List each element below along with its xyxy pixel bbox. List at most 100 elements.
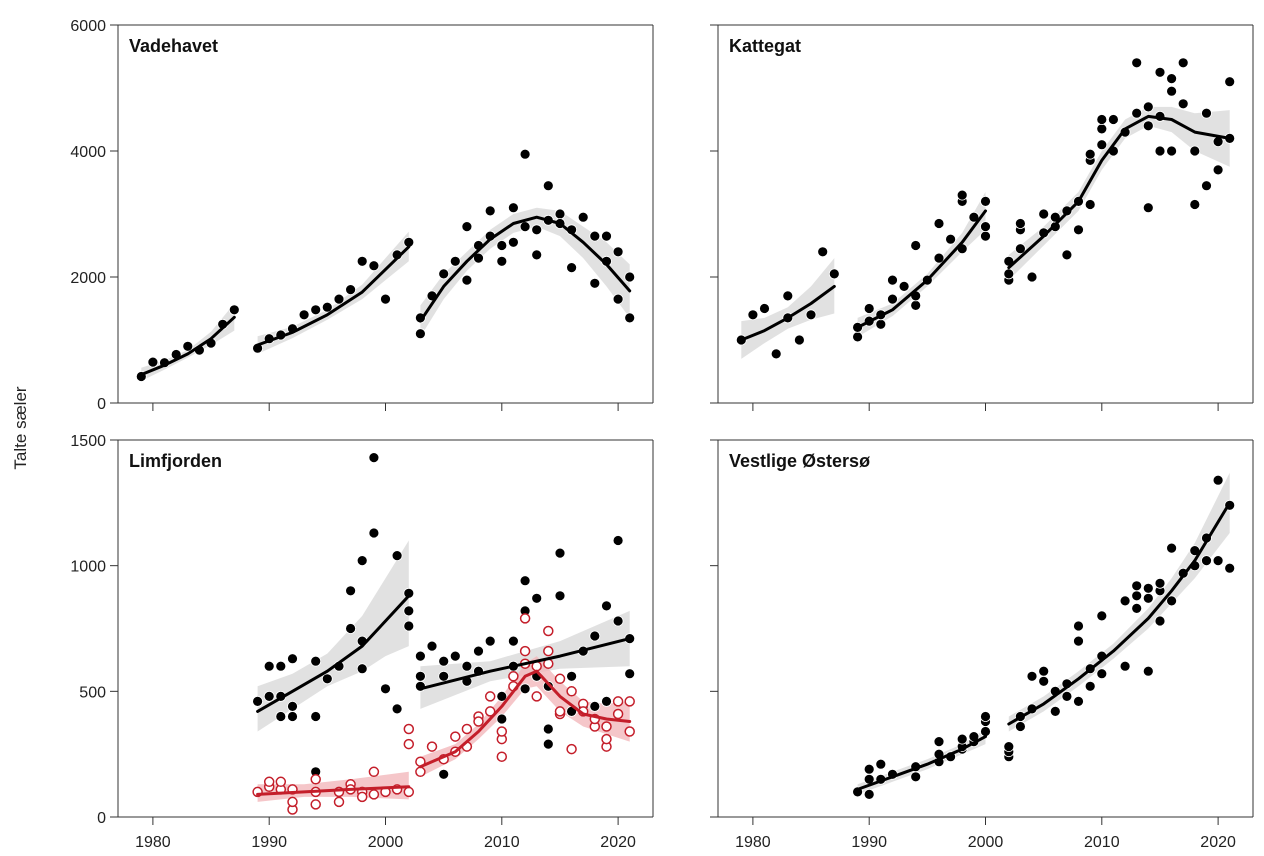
data-point bbox=[1201, 555, 1212, 566]
data-point bbox=[1026, 271, 1038, 283]
data-point bbox=[1084, 148, 1096, 160]
data-point bbox=[1142, 582, 1154, 594]
data-point bbox=[531, 592, 543, 604]
data-point bbox=[1154, 145, 1166, 157]
data-point bbox=[577, 211, 589, 223]
x-tick-label: 1980 bbox=[735, 834, 771, 851]
data-point bbox=[1061, 691, 1073, 702]
y-axis-label: Talte sæler bbox=[11, 386, 30, 469]
data-point bbox=[1166, 145, 1177, 157]
data-point bbox=[1073, 224, 1084, 236]
trend-line bbox=[256, 594, 411, 713]
data-point bbox=[508, 202, 519, 214]
data-point bbox=[287, 653, 298, 665]
data-point bbox=[461, 660, 473, 672]
data-point-open bbox=[426, 741, 438, 752]
data-point bbox=[438, 768, 450, 780]
panel-kattegat: Kattegat bbox=[710, 24, 1254, 411]
data-point bbox=[263, 660, 275, 672]
data-point bbox=[438, 670, 450, 682]
trend-line bbox=[856, 735, 987, 791]
data-point bbox=[980, 195, 991, 207]
x-tick-label: 2020 bbox=[600, 834, 636, 851]
data-point-open bbox=[415, 766, 426, 778]
data-point bbox=[887, 274, 898, 286]
data-point bbox=[345, 284, 357, 296]
data-point bbox=[287, 701, 298, 712]
data-point bbox=[496, 240, 508, 251]
data-point bbox=[956, 189, 968, 201]
data-point bbox=[1166, 542, 1177, 554]
data-point bbox=[1212, 474, 1224, 486]
y-tick-label: 6000 bbox=[70, 18, 106, 35]
trend-line bbox=[139, 315, 236, 377]
data-point bbox=[624, 312, 636, 324]
data-point bbox=[863, 789, 875, 800]
data-point-open bbox=[554, 706, 566, 717]
data-point-open bbox=[519, 645, 531, 657]
data-point bbox=[1212, 164, 1224, 176]
data-point bbox=[298, 309, 310, 321]
data-point bbox=[147, 356, 159, 368]
data-point bbox=[601, 230, 612, 242]
data-point bbox=[1096, 114, 1108, 125]
x-tick-label: 2010 bbox=[1084, 834, 1120, 851]
data-point bbox=[1038, 665, 1050, 677]
data-point bbox=[484, 635, 496, 647]
data-point-open bbox=[566, 743, 577, 755]
confidence-band bbox=[257, 540, 409, 732]
data-point bbox=[612, 615, 624, 627]
data-point bbox=[484, 205, 496, 217]
panel-limfjorden: 0 500 1000 1500 1980 1990 2000 2010 2020 Limfjord… bbox=[70, 433, 654, 851]
data-point bbox=[519, 148, 531, 160]
data-point bbox=[1142, 101, 1154, 113]
data-point bbox=[1084, 680, 1096, 692]
data-point bbox=[356, 663, 368, 675]
data-point bbox=[933, 252, 945, 264]
data-point bbox=[1049, 211, 1061, 223]
confidence-band bbox=[420, 207, 630, 337]
data-point bbox=[1189, 145, 1201, 157]
data-point bbox=[782, 290, 794, 302]
data-point bbox=[449, 650, 461, 662]
data-point bbox=[321, 301, 333, 313]
data-point bbox=[1096, 610, 1108, 622]
data-point bbox=[1015, 218, 1026, 229]
y-tick-label: 1000 bbox=[70, 559, 106, 576]
data-point bbox=[898, 280, 910, 292]
data-point-open bbox=[461, 723, 473, 735]
data-point bbox=[1131, 590, 1143, 602]
data-point-open bbox=[403, 786, 415, 798]
data-point bbox=[1108, 114, 1119, 125]
data-point bbox=[887, 293, 898, 305]
y-tick-label: 0 bbox=[97, 396, 106, 413]
data-point bbox=[1142, 592, 1154, 604]
data-point bbox=[403, 587, 415, 599]
data-point bbox=[852, 331, 863, 343]
data-point bbox=[1224, 562, 1236, 574]
data-point bbox=[1177, 57, 1189, 69]
data-point-open bbox=[450, 731, 461, 742]
data-point-open bbox=[543, 645, 554, 657]
data-point bbox=[759, 303, 770, 314]
y-tick-label: 1500 bbox=[70, 433, 106, 450]
data-point bbox=[1166, 595, 1177, 607]
data-point bbox=[1189, 199, 1201, 210]
data-point bbox=[287, 711, 298, 722]
data-point bbox=[1003, 741, 1015, 752]
data-point bbox=[1201, 107, 1212, 119]
data-point-open bbox=[624, 696, 635, 707]
data-point bbox=[461, 274, 473, 286]
data-point bbox=[252, 342, 264, 354]
data-point bbox=[1142, 665, 1154, 677]
data-point bbox=[531, 249, 543, 261]
data-point-open bbox=[566, 686, 577, 697]
data-point bbox=[794, 334, 805, 346]
data-point bbox=[554, 590, 566, 602]
data-point bbox=[945, 233, 956, 245]
data-point bbox=[1073, 696, 1084, 707]
data-point bbox=[368, 527, 380, 539]
data-point-open bbox=[310, 774, 321, 785]
data-point bbox=[980, 230, 991, 242]
